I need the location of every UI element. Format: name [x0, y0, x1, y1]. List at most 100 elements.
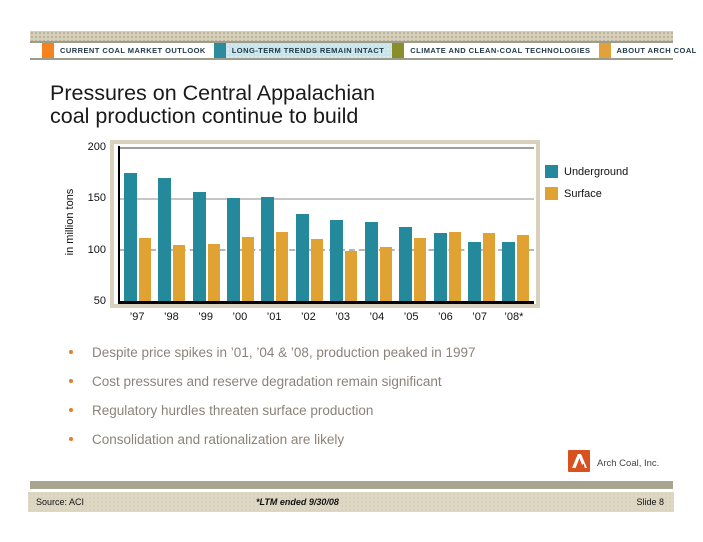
bar-surface-05	[414, 238, 427, 301]
legend-swatch-icon	[545, 187, 558, 200]
bullet-icon	[69, 350, 73, 354]
nav-tab-4[interactable]: ABOUT ARCH COAL	[598, 43, 703, 58]
y-tick-label: 100	[87, 243, 106, 256]
arch-coal-logo: Arch Coal, Inc.	[568, 450, 659, 477]
y-tick-label: 200	[87, 141, 106, 153]
x-tick-labels: ’97 ’98 ’99 ’00 ’01 ’02 ’03 ’04 ’05 ’06 ’07 ’08*	[120, 311, 531, 323]
nav-tab-label: CURRENT COAL MARKET OUTLOOK	[60, 46, 206, 55]
bar-underground-07	[467, 241, 481, 301]
bullet-list: Despite price spikes in ’01, ’04 & ’08, …	[60, 338, 640, 454]
bullet-icon	[69, 408, 73, 412]
bar-underground-02	[295, 213, 309, 301]
bullet-text: Despite price spikes in ’01, ’04 & ’08, …	[92, 345, 476, 360]
x-tick-label: ’00	[232, 311, 248, 323]
gridline-100	[120, 249, 534, 251]
x-tick-label: ’08*	[504, 311, 524, 323]
tab-color-square-icon	[42, 43, 54, 58]
bullet-icon	[69, 437, 73, 441]
tab-color-square-icon	[598, 43, 611, 58]
bar-surface-04	[379, 246, 392, 301]
legend-item-underground: Underground	[545, 165, 628, 178]
legend-swatch-icon	[545, 165, 558, 178]
bar-underground-03	[330, 219, 344, 301]
bar-group-08*	[499, 147, 533, 301]
bar-surface-98	[173, 244, 186, 301]
tab-color-square-icon	[213, 43, 226, 58]
bar-group-97	[120, 147, 154, 301]
slide-number: Slide 8	[636, 497, 664, 507]
x-tick-label: ’05	[403, 311, 419, 323]
nav-tab-2[interactable]: LONG-TERM TRENDS REMAIN INTACT	[213, 43, 393, 58]
x-tick-label: ’97	[129, 311, 145, 323]
tab-color-square-icon	[392, 43, 405, 58]
bars-container	[120, 147, 533, 301]
bar-group-02	[292, 147, 326, 301]
bar-group-05	[395, 147, 429, 301]
page-title-line2: coal production continue to build	[50, 104, 359, 128]
bar-group-01	[258, 147, 292, 301]
bar-group-00	[223, 147, 257, 301]
gridline-200	[120, 147, 534, 149]
bar-underground-05	[399, 227, 413, 301]
bullet-item: Despite price spikes in ’01, ’04 & ’08, …	[60, 338, 640, 367]
footer-bar: Source: ACI *LTM ended 9/30/08 Slide 8	[28, 492, 674, 512]
bar-surface-00	[241, 237, 254, 301]
page-title-line1: Pressures on Central Appalachian	[50, 81, 376, 105]
bar-surface-07	[482, 233, 495, 301]
chart-plot-frame	[110, 140, 540, 308]
bar-underground-08*	[502, 241, 516, 301]
bar-surface-01	[276, 232, 289, 301]
legend-item-surface: Surface	[545, 187, 628, 200]
x-tick-label: ’06	[438, 311, 453, 323]
nav-tab-3[interactable]: CLIMATE AND CLEAN-COAL TECHNOLOGIES	[392, 43, 598, 58]
bar-surface-02	[310, 239, 323, 301]
nav-tab-1[interactable]: CURRENT COAL MARKET OUTLOOK	[42, 43, 214, 58]
bullet-text: Cost pressures and reserve degradation r…	[92, 374, 442, 389]
legend-label: Surface	[564, 187, 602, 200]
bar-underground-98	[158, 177, 172, 301]
chart-legend: Underground Surface	[545, 165, 628, 209]
gridline-150	[120, 198, 534, 200]
nav-tabs: CURRENT COAL MARKET OUTLOOK LONG-TERM TRE…	[30, 41, 696, 60]
bar-group-98	[154, 147, 188, 301]
legend-label: Underground	[564, 165, 629, 178]
bar-surface-08*	[517, 235, 530, 301]
bar-group-99	[189, 147, 223, 301]
x-tick-label: ’01	[266, 311, 282, 323]
bullet-item: Regulatory hurdles threaten surface prod…	[60, 396, 640, 425]
bullet-item: Consolidation and rationalization are li…	[60, 425, 640, 454]
bar-underground-04	[364, 221, 378, 301]
bullet-item: Cost pressures and reserve degradation r…	[60, 367, 640, 396]
x-tick-label: ’03	[335, 311, 350, 323]
bar-underground-00	[226, 198, 240, 301]
bar-underground-01	[261, 197, 275, 301]
x-axis-baseline	[118, 301, 534, 304]
arch-logo-icon	[568, 450, 590, 477]
bar-group-06	[430, 147, 464, 301]
x-tick-label: ’99	[198, 311, 213, 323]
x-tick-label: ’07	[472, 311, 487, 323]
x-tick-label: ’04	[369, 311, 385, 323]
bar-underground-99	[192, 192, 206, 301]
nav-tab-label: ABOUT ARCH COAL	[616, 46, 697, 55]
bar-group-04	[361, 147, 395, 301]
bar-group-07	[464, 147, 498, 301]
bar-surface-99	[207, 243, 220, 301]
bar-group-03	[327, 147, 361, 301]
top-decorative-strip	[30, 31, 673, 41]
y-tick-label: 50	[93, 295, 106, 307]
bar-surface-03	[345, 250, 358, 301]
logo-company-name: Arch Coal, Inc.	[597, 458, 660, 469]
bullet-icon	[69, 379, 73, 383]
bar-underground-06	[433, 233, 447, 301]
y-axis-line	[118, 146, 120, 304]
bullet-text: Consolidation and rationalization are li…	[92, 432, 345, 447]
y-axis-title: in million tons	[64, 188, 76, 256]
x-tick-label: ’98	[164, 311, 179, 323]
chart-plot-area	[114, 144, 536, 304]
bar-surface-06	[448, 232, 461, 301]
footer-footnote: *LTM ended 9/30/08	[256, 497, 339, 507]
footer-source: Source: ACI	[36, 497, 85, 507]
x-tick-label: ’02	[301, 311, 316, 323]
nav-tab-label: CLIMATE AND CLEAN-COAL TECHNOLOGIES	[410, 46, 591, 55]
